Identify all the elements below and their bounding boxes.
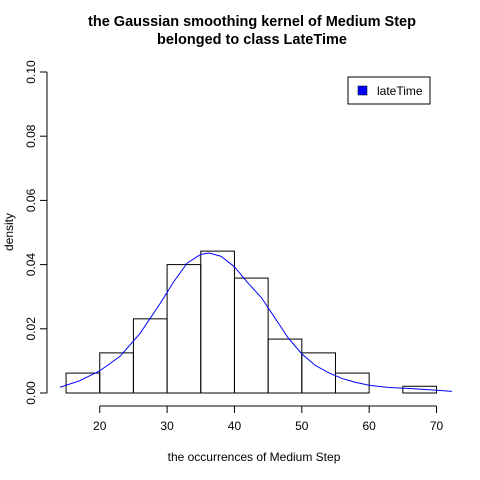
- y-tick-label: 0.00: [24, 381, 38, 405]
- kde-curve-group: [59, 252, 453, 392]
- legend-box: [347, 76, 431, 105]
- y-tick-label: 0.04: [24, 253, 38, 277]
- chart-title-line-2: belonged to class LateTime: [157, 32, 347, 48]
- x-tick-label: 70: [430, 419, 444, 433]
- histogram-bar-6: [233, 277, 269, 394]
- y-tick-label: 0.06: [24, 188, 38, 212]
- histogram-bar-11: [402, 385, 438, 394]
- x-tick-label: 40: [228, 419, 242, 433]
- x-tick-label: 20: [93, 419, 107, 433]
- histogram-bars: [65, 250, 438, 394]
- kde-curve-line: [59, 252, 453, 392]
- legend: lateTime: [347, 76, 431, 105]
- y-tick-label: 0.08: [24, 124, 38, 148]
- x-axis-label: the occurrences of Medium Step: [168, 450, 341, 464]
- y-tick-label: 0.02: [24, 317, 38, 341]
- chart-title-line-1: the Gaussian smoothing kernel of Medium …: [88, 14, 416, 30]
- x-tick-label: 30: [160, 419, 174, 433]
- x-tick-label: 50: [295, 419, 309, 433]
- x-tick-label: 60: [362, 419, 376, 433]
- legend-swatch: [357, 85, 368, 96]
- x-axis: 20 30 40 50 60 70: [93, 405, 444, 433]
- legend-label: lateTime: [377, 84, 423, 98]
- y-axis-label: density: [2, 213, 16, 251]
- histogram-bar-9: [334, 372, 370, 394]
- y-axis: 0.00 0.02 0.04 0.06 0.08 0.10: [24, 60, 48, 405]
- y-tick-label: 0.10: [24, 60, 38, 84]
